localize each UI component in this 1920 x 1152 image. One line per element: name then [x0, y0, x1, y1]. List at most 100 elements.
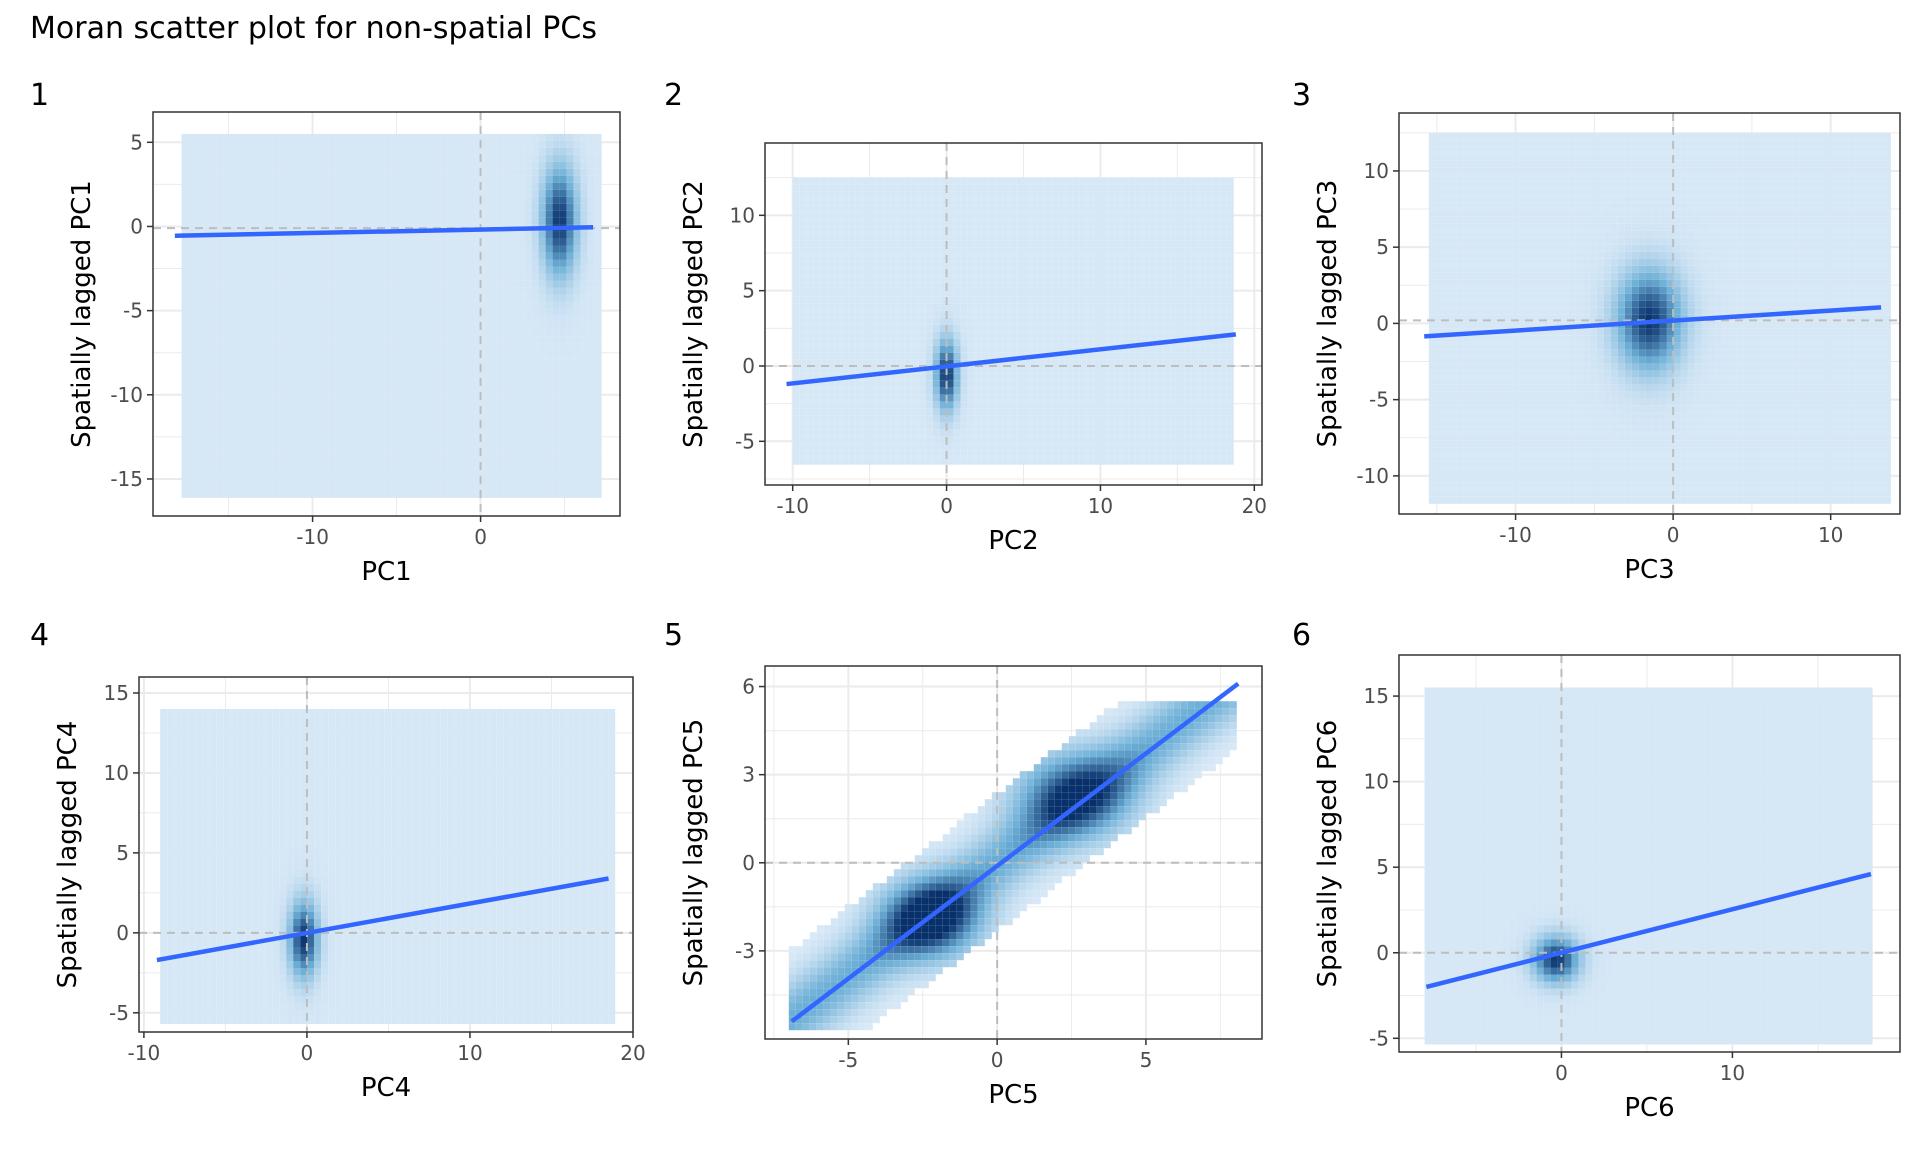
density-bin — [223, 490, 231, 498]
density-bin — [391, 476, 399, 484]
density-bin — [890, 205, 898, 213]
density-bin — [1023, 247, 1031, 255]
density-bin — [391, 168, 399, 176]
density-bin — [594, 336, 602, 344]
density-bin — [517, 350, 525, 358]
density-bin — [433, 133, 441, 141]
density-bin — [1114, 275, 1122, 283]
density-bin — [1128, 338, 1136, 346]
density-bin — [862, 303, 870, 311]
density-bin — [342, 385, 350, 393]
density-bin — [209, 441, 217, 449]
density-bin — [468, 231, 476, 239]
density-bin — [223, 154, 231, 162]
density-bin — [953, 296, 961, 304]
density-bin — [503, 133, 511, 141]
density-bin — [545, 189, 553, 197]
density-bin — [265, 413, 273, 421]
density-bin — [573, 434, 581, 442]
density-bin — [1016, 282, 1024, 290]
density-bin — [552, 448, 560, 456]
density-bin — [286, 182, 294, 190]
density-bin — [904, 247, 912, 255]
density-bin — [496, 231, 504, 239]
density-bin — [419, 175, 427, 183]
density-bin — [384, 469, 392, 477]
density-bin — [496, 350, 504, 358]
density-bin — [426, 385, 434, 393]
density-bin — [967, 352, 975, 360]
density-bin — [230, 399, 238, 407]
density-bin — [587, 308, 595, 316]
density-bin — [405, 301, 413, 309]
density-bin — [580, 336, 588, 344]
density-bin — [391, 231, 399, 239]
density-bin — [1072, 247, 1080, 255]
density-bin — [869, 338, 877, 346]
density-bin — [496, 490, 504, 498]
density-bin — [1212, 366, 1220, 374]
density-bin — [813, 373, 821, 381]
density-bin — [489, 203, 497, 211]
density-bin — [953, 317, 961, 325]
density-bin — [426, 252, 434, 260]
density-bin — [1121, 184, 1129, 192]
density-bin — [335, 427, 343, 435]
density-bin — [489, 140, 497, 148]
density-bin — [911, 268, 919, 276]
density-bin — [503, 385, 511, 393]
density-bin — [377, 161, 385, 169]
density-bin — [391, 280, 399, 288]
density-bin — [377, 294, 385, 302]
density-bin — [265, 441, 273, 449]
density-bin — [377, 336, 385, 344]
density-bin — [461, 196, 469, 204]
density-bin — [1016, 247, 1024, 255]
density-bin — [202, 469, 210, 477]
density-bin — [370, 189, 378, 197]
density-bin — [377, 189, 385, 197]
density-bin — [981, 310, 989, 318]
density-bin — [1093, 359, 1101, 367]
density-bin — [890, 289, 898, 297]
density-bin — [216, 238, 224, 246]
density-bin — [792, 275, 800, 283]
density-bin — [552, 378, 560, 386]
density-bin — [995, 275, 1003, 283]
density-bin — [370, 462, 378, 470]
density-bin — [384, 154, 392, 162]
density-bin — [251, 154, 259, 162]
density-bin — [482, 343, 490, 351]
density-bin — [869, 324, 877, 332]
density-bin — [209, 392, 217, 400]
density-bin — [799, 233, 807, 241]
density-bin — [356, 448, 364, 456]
density-bin — [195, 133, 203, 141]
density-bin — [524, 322, 532, 330]
density-bin — [426, 357, 434, 365]
density-bin — [244, 343, 252, 351]
density-bin — [517, 455, 525, 463]
density-bin — [552, 287, 560, 295]
density-bin — [1023, 296, 1031, 304]
density-bin — [517, 203, 525, 211]
density-bin — [209, 280, 217, 288]
density-bin — [440, 350, 448, 358]
density-bin — [1030, 254, 1038, 262]
density-bin — [1002, 212, 1010, 220]
density-bin — [531, 427, 539, 435]
density-bin — [538, 203, 546, 211]
density-bin — [559, 133, 567, 141]
density-bin — [475, 280, 483, 288]
density-bin — [384, 476, 392, 484]
density-bin — [580, 203, 588, 211]
density-bin — [363, 287, 371, 295]
density-bin — [524, 217, 532, 225]
density-bin — [489, 357, 497, 365]
density-bin — [307, 427, 315, 435]
density-bin — [461, 364, 469, 372]
density-bin — [855, 331, 863, 339]
density-bin — [925, 261, 933, 269]
density-bin — [468, 329, 476, 337]
density-bin — [181, 133, 189, 141]
